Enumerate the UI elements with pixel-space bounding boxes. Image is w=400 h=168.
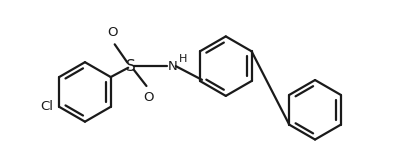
Text: N: N [167,60,177,73]
Text: O: O [143,91,154,104]
Text: Cl: Cl [40,100,53,113]
Text: S: S [126,59,136,74]
Text: H: H [179,54,187,64]
Text: O: O [108,26,118,39]
